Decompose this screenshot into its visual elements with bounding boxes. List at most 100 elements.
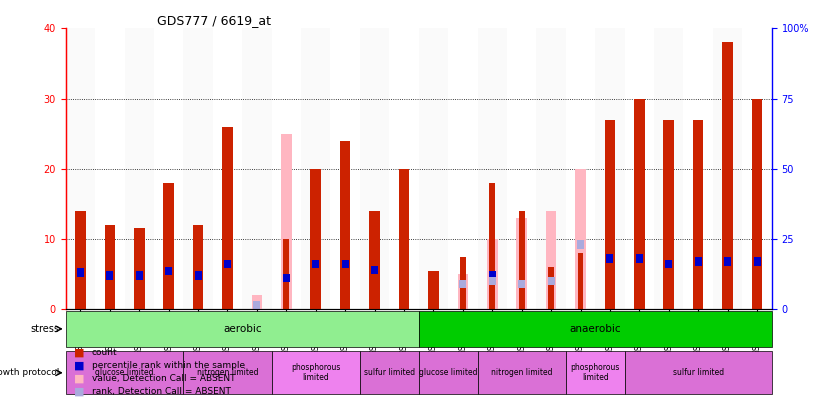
Bar — [428, 271, 438, 309]
Bar — [742, 28, 772, 309]
Bar — [546, 211, 557, 309]
Bar — [576, 169, 586, 309]
Bar — [518, 280, 525, 288]
Bar — [222, 127, 233, 309]
Bar — [478, 28, 507, 309]
Bar — [183, 28, 213, 309]
Text: ■: ■ — [74, 373, 85, 383]
FancyBboxPatch shape — [566, 351, 625, 394]
Bar — [95, 28, 125, 309]
Bar — [242, 28, 272, 309]
Bar — [224, 260, 231, 269]
Text: growth protocol: growth protocol — [0, 368, 60, 377]
Bar — [665, 260, 672, 269]
Bar — [654, 28, 683, 309]
Bar — [460, 256, 466, 309]
FancyBboxPatch shape — [419, 351, 478, 394]
Bar — [754, 257, 760, 266]
Bar — [195, 271, 202, 280]
FancyBboxPatch shape — [66, 311, 419, 347]
Text: ■: ■ — [74, 386, 85, 396]
Bar — [75, 211, 85, 309]
Bar — [488, 271, 496, 280]
Text: sulfur limited: sulfur limited — [672, 368, 724, 377]
Text: glucose limited: glucose limited — [419, 368, 477, 377]
Bar — [193, 225, 204, 309]
Bar — [663, 119, 674, 309]
Bar — [282, 274, 290, 282]
Bar — [488, 277, 496, 285]
Bar — [695, 257, 702, 266]
Bar — [487, 239, 498, 309]
Bar — [607, 254, 613, 263]
Bar — [163, 183, 174, 309]
Bar — [125, 28, 154, 309]
Bar — [634, 98, 644, 309]
Bar — [683, 28, 713, 309]
Text: ■: ■ — [74, 347, 85, 357]
Bar — [360, 28, 389, 309]
Text: percentile rank within the sample: percentile rank within the sample — [92, 361, 245, 370]
Bar — [419, 28, 448, 309]
FancyBboxPatch shape — [183, 351, 272, 394]
Text: sulfur limited: sulfur limited — [364, 368, 415, 377]
Text: value, Detection Call = ABSENT: value, Detection Call = ABSENT — [92, 374, 236, 383]
Text: phosphorous
limited: phosphorous limited — [291, 363, 341, 382]
Bar — [577, 240, 584, 249]
FancyBboxPatch shape — [478, 351, 566, 394]
Bar — [165, 267, 172, 275]
Bar — [625, 28, 654, 309]
Bar — [369, 211, 380, 309]
Bar — [722, 43, 733, 309]
Bar — [104, 225, 115, 309]
Bar — [724, 257, 732, 266]
Bar — [66, 28, 95, 309]
Bar — [489, 183, 495, 309]
Text: GDS777 / 6619_at: GDS777 / 6619_at — [158, 14, 272, 27]
Bar — [713, 28, 742, 309]
Bar — [459, 280, 466, 288]
Bar — [106, 271, 113, 280]
Bar — [371, 266, 378, 274]
Bar — [301, 28, 330, 309]
Bar — [516, 218, 527, 309]
Text: rank, Detection Call = ABSENT: rank, Detection Call = ABSENT — [92, 387, 231, 396]
Bar — [448, 28, 478, 309]
Bar — [548, 277, 555, 285]
Bar — [752, 98, 763, 309]
Bar — [577, 253, 584, 309]
Text: stress: stress — [31, 324, 60, 334]
Bar — [312, 260, 319, 269]
Bar — [595, 28, 625, 309]
Bar — [566, 28, 595, 309]
Bar — [77, 269, 84, 277]
Text: count: count — [92, 348, 117, 357]
FancyBboxPatch shape — [272, 351, 360, 394]
FancyBboxPatch shape — [360, 351, 419, 394]
Bar — [254, 301, 260, 309]
Bar — [604, 119, 615, 309]
Bar — [548, 267, 554, 309]
Bar — [272, 28, 301, 309]
Bar — [635, 254, 643, 263]
Bar — [389, 28, 419, 309]
Bar — [283, 239, 289, 309]
Bar — [342, 260, 349, 269]
FancyBboxPatch shape — [625, 351, 772, 394]
Text: anaerobic: anaerobic — [570, 324, 621, 334]
Bar — [519, 211, 525, 309]
Bar — [507, 28, 536, 309]
Text: aerobic: aerobic — [222, 324, 262, 334]
Bar — [340, 141, 351, 309]
Bar — [536, 28, 566, 309]
FancyBboxPatch shape — [419, 311, 772, 347]
Bar — [135, 271, 143, 280]
Text: nitrogen limited: nitrogen limited — [197, 368, 259, 377]
Bar — [134, 228, 144, 309]
Bar — [213, 28, 242, 309]
Text: phosphorous
limited: phosphorous limited — [571, 363, 620, 382]
Bar — [310, 169, 321, 309]
Bar — [154, 28, 183, 309]
Text: nitrogen limited: nitrogen limited — [491, 368, 553, 377]
Bar — [330, 28, 360, 309]
